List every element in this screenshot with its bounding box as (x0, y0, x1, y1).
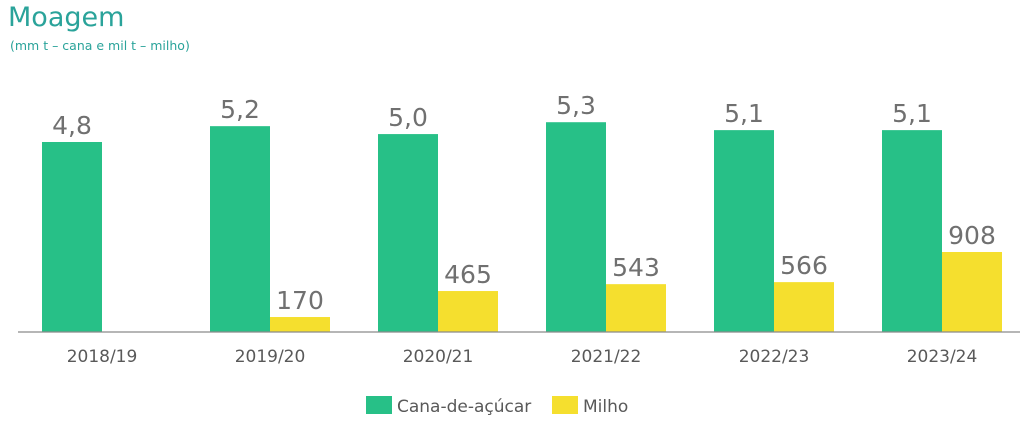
bar-cana-2020-21 (378, 134, 438, 332)
value-label: 170 (276, 286, 324, 315)
value-label: 5,1 (892, 99, 932, 128)
value-label: 5,2 (220, 95, 260, 124)
x-tick-label: 2018/19 (67, 347, 138, 367)
x-tick-label: 2019/20 (235, 347, 306, 367)
legend-label-milho: Milho (583, 397, 628, 417)
value-label: 566 (780, 251, 828, 280)
value-label: 5,1 (724, 99, 764, 128)
x-axis-ticks: 2018/19 2019/20 2020/21 2021/22 2022/23 2023/… (67, 347, 978, 367)
bar-cana-2018-19 (42, 142, 102, 332)
value-label: 4,8 (52, 111, 92, 140)
bar-cana-2019-20 (210, 126, 270, 333)
bar-milho-2019-20 (270, 317, 330, 332)
bar-cana-2023-24 (882, 130, 942, 332)
value-labels-group: 4,8 5,2 170 5,0 465 5,3 543 5,1 566 5,1 908 (52, 91, 996, 315)
bar-milho-2022-23 (774, 282, 834, 332)
bar-milho-2023-24 (942, 252, 1002, 332)
x-tick-label: 2020/21 (403, 347, 474, 367)
legend: Cana-de-açúcar Milho (366, 396, 628, 417)
bar-milho-2021-22 (606, 284, 666, 332)
x-tick-label: 2022/23 (739, 347, 810, 367)
x-tick-label: 2023/24 (907, 347, 978, 367)
bar-cana-2021-22 (546, 122, 606, 332)
chart-title: Moagem (8, 2, 125, 33)
x-tick-label: 2021/22 (571, 347, 642, 367)
legend-swatch-milho (552, 396, 578, 414)
bar-cana-2022-23 (714, 130, 774, 332)
bars-group (42, 122, 1002, 333)
legend-swatch-cana (366, 396, 392, 414)
bar-milho-2020-21 (438, 291, 498, 332)
value-label: 5,3 (556, 91, 596, 120)
value-label: 908 (948, 221, 996, 250)
value-label: 5,0 (388, 103, 428, 132)
chart-subtitle: (mm t – cana e mil t – milho) (10, 38, 190, 53)
legend-label-cana: Cana-de-açúcar (397, 397, 531, 417)
value-label: 465 (444, 260, 492, 289)
value-label: 543 (612, 253, 660, 282)
